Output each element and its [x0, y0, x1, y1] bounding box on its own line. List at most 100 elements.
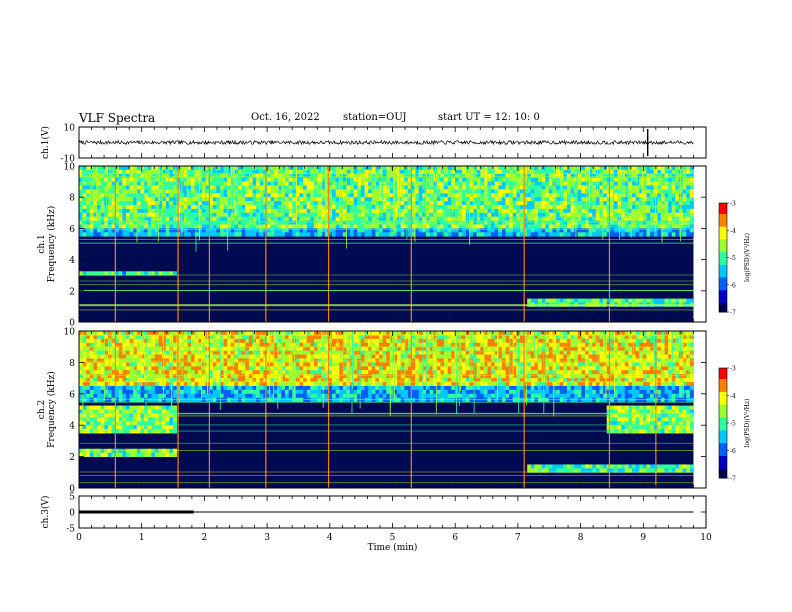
spectrogram-cell	[238, 338, 243, 344]
spectrogram-cell	[671, 197, 676, 202]
spectrogram-cell	[577, 346, 582, 352]
spectrogram-cell	[592, 169, 597, 175]
spectrogram-cell	[299, 181, 304, 186]
spectrogram-cell	[165, 208, 170, 214]
spectrogram-cell	[375, 331, 380, 336]
spectrogram-cell	[223, 346, 228, 352]
spectrogram-cell	[613, 197, 618, 202]
colorbar-cell	[719, 233, 727, 237]
spectrogram-cell	[671, 350, 676, 355]
spectrogram-cell	[151, 189, 156, 194]
spectrogram-cell	[657, 212, 662, 218]
spectrogram-cell	[462, 224, 467, 229]
spectrogram-cell	[183, 205, 188, 210]
spectrogram-cell	[245, 342, 250, 348]
spectrogram-cell	[498, 166, 503, 171]
spectrogram-cell	[621, 216, 626, 221]
spectrogram-cell	[476, 173, 481, 179]
colorbar-cell	[719, 275, 727, 278]
spectrogram-cell	[270, 232, 275, 237]
spectrogram-cell	[668, 181, 673, 186]
spectrogram-cell	[147, 354, 152, 359]
colorbar-cell	[719, 246, 727, 249]
spectrogram-cell	[382, 232, 387, 237]
spectrogram-cell	[599, 334, 604, 340]
spectrogram-cell	[313, 216, 318, 221]
spectrogram-cell	[440, 173, 445, 179]
spectrogram-cell	[328, 193, 333, 198]
spectrogram-cell	[100, 201, 105, 206]
spectrogram-cell	[613, 201, 618, 206]
spectrogram-cell	[624, 166, 629, 171]
spectrogram-cell	[183, 201, 188, 206]
spectrogram-cell	[516, 169, 521, 175]
spectrogram-cell	[288, 185, 293, 190]
spectrogram-cell	[201, 173, 206, 179]
spectrogram-cell	[335, 228, 340, 233]
spectrogram-cell	[111, 189, 116, 194]
spectrogram-cell	[411, 331, 416, 336]
spectrogram-cell	[140, 350, 145, 355]
spectrogram-cell	[111, 271, 116, 276]
spectrogram-cell	[104, 350, 109, 355]
spectrogram-cell	[585, 331, 590, 336]
spectrogram-cell	[425, 208, 430, 214]
spectrogram-cell	[613, 169, 618, 175]
spectrogram-cell	[621, 181, 626, 186]
spectrogram-cell	[136, 185, 141, 190]
spectrogram-cell	[172, 216, 177, 221]
spectrogram-cell	[635, 166, 640, 171]
spectrogram-cell	[389, 173, 394, 179]
spectrogram-cell	[581, 350, 586, 355]
spectrogram-cell	[480, 358, 485, 363]
spectrogram-cell	[313, 166, 318, 171]
spectrogram-cell	[274, 350, 279, 355]
spectrogram-cell	[382, 185, 387, 190]
spectrogram-cell	[389, 205, 394, 210]
spectrogram-cell	[252, 189, 257, 194]
spectrogram-cell	[93, 228, 98, 233]
spectrogram-cell	[491, 346, 496, 352]
spectrogram-cell	[230, 358, 235, 363]
spectrogram-cell	[595, 205, 600, 210]
spectrogram-cell	[577, 342, 582, 348]
spectrogram-cell	[353, 334, 358, 340]
spectrogram-cell	[509, 354, 514, 359]
spectrogram-cell	[104, 208, 109, 214]
spectrogram-cell	[407, 224, 412, 229]
spectrogram-cell	[154, 271, 159, 276]
spectrogram-cell	[501, 177, 506, 182]
spectrogram-cell	[357, 177, 362, 182]
spectrogram-cell	[610, 216, 615, 221]
spectrogram-cell	[415, 208, 420, 214]
spectrogram-cell	[357, 331, 362, 336]
spectrogram-cell	[632, 298, 637, 303]
spectrogram-cell	[483, 358, 488, 363]
spectrogram-cell	[375, 201, 380, 206]
spectrogram-cell	[686, 216, 691, 221]
spectrogram-cell	[650, 350, 655, 355]
spectrogram-cell	[299, 342, 304, 348]
spectrogram-cell	[422, 193, 427, 198]
spectrogram-cell	[133, 216, 138, 221]
spectrogram-cell	[541, 197, 546, 202]
spectrogram-cell	[671, 346, 676, 352]
spectrogram-cell	[151, 228, 156, 233]
spectrogram-cell	[295, 228, 300, 233]
spectrogram-cell	[570, 334, 575, 340]
spectrogram-cell	[100, 228, 105, 233]
spectrogram-cell	[404, 185, 409, 190]
spectrogram-cell	[624, 331, 629, 336]
spectrogram-cell	[545, 228, 550, 233]
spectrogram-cell	[238, 358, 243, 363]
spectrogram-cell	[205, 193, 210, 198]
spectrogram-cell	[621, 358, 626, 363]
spectrogram-cell	[79, 228, 84, 233]
spectrogram-cell	[154, 346, 159, 352]
spectrogram-cell	[281, 350, 286, 355]
spectrogram-cell	[621, 298, 626, 303]
spectrogram-cell	[266, 181, 271, 186]
spectrogram-cell	[635, 331, 640, 336]
spectrogram-cell	[429, 346, 434, 352]
spectrogram-cell	[382, 205, 387, 210]
